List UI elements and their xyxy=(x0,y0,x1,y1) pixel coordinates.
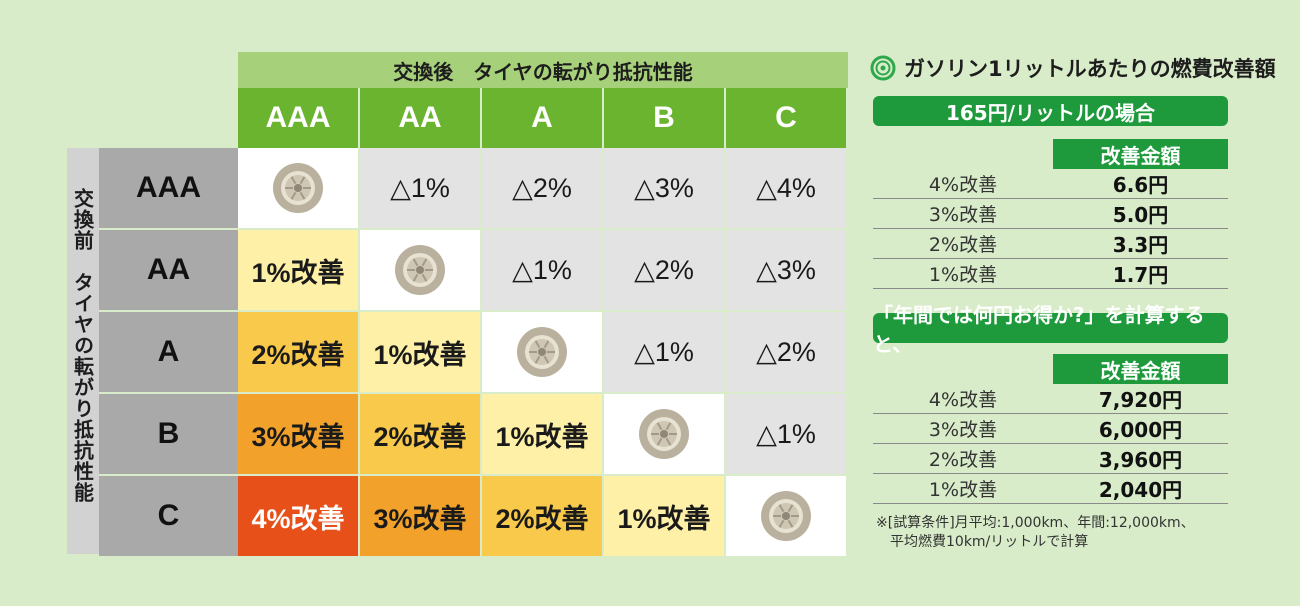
improvement-cell: 2%改善 xyxy=(238,312,358,392)
worsening-cell: △2% xyxy=(726,312,846,392)
section1-row-value: 5.0円 xyxy=(1112,203,1169,227)
improvement-cell: 1%改善 xyxy=(238,230,358,310)
row-header: AAA xyxy=(99,148,238,228)
same-rating-cell xyxy=(238,148,358,228)
improvement-cell: 1%改善 xyxy=(482,394,602,474)
worsening-cell: △4% xyxy=(726,148,846,228)
section2-row-value: 7,920円 xyxy=(1098,388,1183,412)
worsening-cell: △1% xyxy=(726,394,846,474)
row-header: AA xyxy=(99,230,238,310)
ring-icon xyxy=(870,55,896,81)
improvement-cell: 3%改善 xyxy=(360,476,480,556)
section1-pill: 165円/リットルの場合 xyxy=(873,96,1228,126)
improvement-cell: 1%改善 xyxy=(604,476,724,556)
worsening-cell: △1% xyxy=(482,230,602,310)
row-group-header: 交換前 タイヤの転がり抵抗性能 xyxy=(67,148,99,554)
worsening-cell: △2% xyxy=(604,230,724,310)
section2-table: 改善金額 4%改善 7,920円 3%改善 6,000円 2%改善 3,960円 1%改善 2… xyxy=(873,354,1228,504)
tire-icon xyxy=(395,245,445,295)
panel-title: ガソリン1リットルあたりの燃費改善額 xyxy=(870,50,1276,86)
row-header: B xyxy=(99,394,238,474)
calculation-note: ※[試算条件]月平均:1,000km、年間:12,000km、 平均燃費10km… xyxy=(876,514,1296,552)
panel-title-text: ガソリン1リットルあたりの燃費改善額 xyxy=(904,57,1276,81)
section1-row-label: 1%改善 xyxy=(928,264,998,286)
improvement-cell: 1%改善 xyxy=(360,312,480,392)
section1-row: 3%改善 5.0円 xyxy=(873,199,1228,229)
row-group-title: 交換前 タイヤの転がり抵抗性能 xyxy=(70,188,95,503)
column-header: AAA xyxy=(238,88,358,148)
column-header: B xyxy=(604,88,724,148)
worsening-cell: △1% xyxy=(604,312,724,392)
section1-row-label: 3%改善 xyxy=(928,204,998,226)
section2-row-label: 1%改善 xyxy=(928,479,998,501)
column-header: C xyxy=(726,88,846,148)
section2-row-label: 4%改善 xyxy=(928,389,998,411)
section1-pill-text: 165円/リットルの場合 xyxy=(945,100,1156,125)
note-line-2: 平均燃費10km/リットルで計算 xyxy=(890,534,1089,550)
worsening-cell: △3% xyxy=(604,148,724,228)
section2-row-label: 2%改善 xyxy=(928,449,998,471)
section2-pill-text: 「年間では何円お得か?」を計算すると、 xyxy=(873,303,1205,356)
improvement-cell: 3%改善 xyxy=(238,394,358,474)
section1-header: 改善金額 xyxy=(1053,139,1228,169)
section1-row-label: 4%改善 xyxy=(928,174,998,196)
tire-icon xyxy=(273,163,323,213)
section1-row-value: 6.6円 xyxy=(1112,173,1169,197)
section1-row-label: 2%改善 xyxy=(928,234,998,256)
section2-row-value: 6,000円 xyxy=(1098,418,1183,442)
same-rating-cell xyxy=(726,476,846,556)
improvement-cell: 4%改善 xyxy=(238,476,358,556)
section2-row-label: 3%改善 xyxy=(928,419,998,441)
improvement-cell: 2%改善 xyxy=(360,394,480,474)
tire-icon xyxy=(517,327,567,377)
worsening-cell: △3% xyxy=(726,230,846,310)
column-group-title: 交換後 タイヤの転がり抵抗性能 xyxy=(393,59,693,84)
same-rating-cell xyxy=(360,230,480,310)
section1-row: 2%改善 3.3円 xyxy=(873,229,1228,259)
worsening-cell: △1% xyxy=(360,148,480,228)
row-header: A xyxy=(99,312,238,392)
same-rating-cell xyxy=(482,312,602,392)
section1-row: 1%改善 1.7円 xyxy=(873,259,1228,289)
improvement-cell: 2%改善 xyxy=(482,476,602,556)
worsening-cell: △2% xyxy=(482,148,602,228)
column-group-header: 交換後 タイヤの転がり抵抗性能 xyxy=(238,52,848,88)
section2-pill: 「年間では何円お得か?」を計算すると、 xyxy=(873,303,1228,356)
section2-row: 1%改善 2,040円 xyxy=(873,474,1228,504)
section2-header: 改善金額 xyxy=(1053,354,1228,384)
section1-row: 4%改善 6.6円 xyxy=(873,169,1228,199)
section1-table: 改善金額 4%改善 6.6円 3%改善 5.0円 2%改善 3.3円 1%改善 1.7円 xyxy=(873,139,1228,289)
section2-row: 3%改善 6,000円 xyxy=(873,414,1228,444)
section1-row-value: 3.3円 xyxy=(1112,233,1169,257)
section1-row-value: 1.7円 xyxy=(1112,263,1169,287)
row-header: C xyxy=(99,476,238,556)
tire-icon xyxy=(639,409,689,459)
section2-row: 2%改善 3,960円 xyxy=(873,444,1228,474)
section2-row-value: 2,040円 xyxy=(1098,478,1183,502)
column-header: A xyxy=(482,88,602,148)
tire-icon xyxy=(761,491,811,541)
note-line-1: ※[試算条件]月平均:1,000km、年間:12,000km、 xyxy=(876,515,1195,531)
same-rating-cell xyxy=(604,394,724,474)
section2-row-value: 3,960円 xyxy=(1098,448,1183,472)
section2-row: 4%改善 7,920円 xyxy=(873,384,1228,414)
column-header: AA xyxy=(360,88,480,148)
